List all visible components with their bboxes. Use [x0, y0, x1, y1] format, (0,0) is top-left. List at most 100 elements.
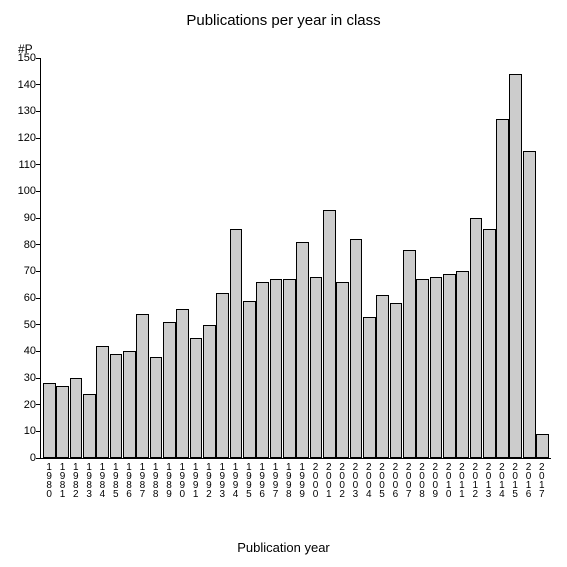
x-tick-label: 1995 — [243, 462, 253, 498]
bar — [496, 119, 509, 458]
bar — [150, 357, 163, 458]
y-tick — [36, 164, 41, 165]
x-tick-label: 1989 — [164, 462, 174, 498]
x-tick-label: 2010 — [443, 462, 453, 498]
x-tick-label: 1994 — [230, 462, 240, 498]
y-tick-label: 130 — [6, 105, 36, 117]
y-tick — [36, 458, 41, 459]
x-tick-label: 1992 — [203, 462, 213, 498]
bar — [163, 322, 176, 458]
bar — [443, 274, 456, 458]
y-tick-label: 100 — [6, 185, 36, 197]
x-axis-label: Publication year — [0, 540, 567, 555]
y-tick-label: 140 — [6, 79, 36, 91]
y-tick — [36, 138, 41, 139]
bar — [509, 74, 522, 458]
bar — [123, 351, 136, 458]
bar — [256, 282, 269, 458]
y-tick-label: 0 — [6, 452, 36, 464]
y-tick — [36, 324, 41, 325]
y-tick — [36, 244, 41, 245]
x-tick-label: 1999 — [297, 462, 307, 498]
x-tick-label: 1991 — [190, 462, 200, 498]
y-tick-label: 90 — [6, 212, 36, 224]
x-tick-label: 1998 — [283, 462, 293, 498]
bar — [83, 394, 96, 458]
x-tick-label: 2011 — [456, 462, 466, 498]
x-tick-label: 1988 — [150, 462, 160, 498]
x-tick-label: 1982 — [70, 462, 80, 498]
y-tick — [36, 111, 41, 112]
bar — [536, 434, 549, 458]
bar — [176, 309, 189, 458]
x-tick-label: 2012 — [470, 462, 480, 498]
x-tick-label: 2017 — [536, 462, 546, 498]
bar — [310, 277, 323, 458]
x-tick-label: 1990 — [177, 462, 187, 498]
bar — [243, 301, 256, 458]
y-tick — [36, 218, 41, 219]
bar — [416, 279, 429, 458]
plot-area: 0102030405060708090100110120130140150 — [40, 58, 551, 459]
y-tick — [36, 351, 41, 352]
y-tick — [36, 404, 41, 405]
x-tick-label: 2014 — [496, 462, 506, 498]
x-tick-label: 1985 — [110, 462, 120, 498]
x-tick-label: 2013 — [483, 462, 493, 498]
x-tick-label: 2004 — [363, 462, 373, 498]
x-tick-label: 1987 — [137, 462, 147, 498]
x-tick-label: 2002 — [337, 462, 347, 498]
bar — [230, 229, 243, 458]
bar — [323, 210, 336, 458]
x-tick-label: 1986 — [124, 462, 134, 498]
x-tick-label: 2008 — [417, 462, 427, 498]
x-tick-label: 2001 — [323, 462, 333, 498]
bar — [56, 386, 69, 458]
chart-title: Publications per year in class — [0, 12, 567, 29]
y-tick-label: 80 — [6, 239, 36, 251]
x-tick-label: 2003 — [350, 462, 360, 498]
x-tick-label: 1981 — [57, 462, 67, 498]
y-tick — [36, 84, 41, 85]
x-tick-label: 2015 — [510, 462, 520, 498]
bar — [523, 151, 536, 458]
x-tick-label: 2016 — [523, 462, 533, 498]
y-tick-label: 60 — [6, 292, 36, 304]
y-tick — [36, 378, 41, 379]
bar-container — [41, 58, 551, 458]
y-tick-label: 30 — [6, 372, 36, 384]
x-tick-label: 1997 — [270, 462, 280, 498]
bar — [296, 242, 309, 458]
x-tick-label: 1996 — [257, 462, 267, 498]
y-tick-label: 110 — [6, 159, 36, 171]
bar — [390, 303, 403, 458]
y-tick-label: 50 — [6, 319, 36, 331]
x-tick-label: 2006 — [390, 462, 400, 498]
bar — [110, 354, 123, 458]
bar — [43, 383, 56, 458]
x-tick-label: 2000 — [310, 462, 320, 498]
bar — [403, 250, 416, 458]
x-tick-label: 1980 — [44, 462, 54, 498]
y-tick-label: 120 — [6, 132, 36, 144]
bar — [216, 293, 229, 458]
y-tick-label: 10 — [6, 425, 36, 437]
bar — [270, 279, 283, 458]
bar — [136, 314, 149, 458]
bar — [470, 218, 483, 458]
x-tick-label: 1984 — [97, 462, 107, 498]
bar — [363, 317, 376, 458]
bar — [203, 325, 216, 458]
bar — [430, 277, 443, 458]
x-tick-label: 2009 — [430, 462, 440, 498]
x-tick-label: 2005 — [377, 462, 387, 498]
bar — [190, 338, 203, 458]
x-tick-label: 1983 — [84, 462, 94, 498]
y-tick-label: 150 — [6, 52, 36, 64]
y-tick — [36, 191, 41, 192]
y-tick-label: 40 — [6, 345, 36, 357]
y-tick-label: 70 — [6, 265, 36, 277]
x-tick-label: 2007 — [403, 462, 413, 498]
bar — [70, 378, 83, 458]
bar — [96, 346, 109, 458]
